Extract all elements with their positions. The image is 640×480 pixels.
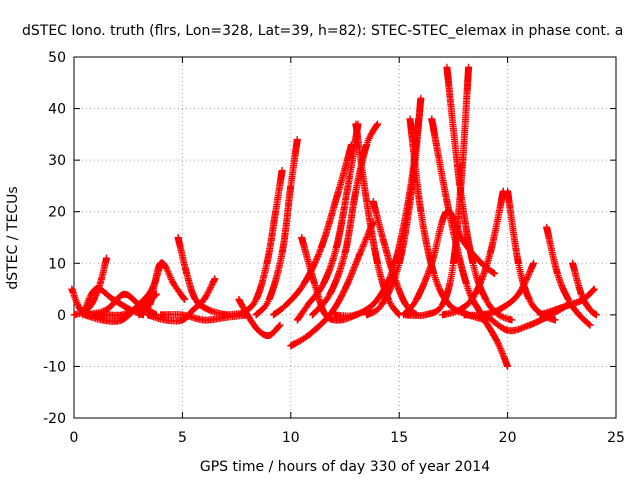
series-markers [569,259,600,319]
series-markers [543,223,594,329]
series-markers [252,136,301,319]
x-tick-label: 15 [390,430,408,446]
x-tick-label: 0 [70,430,79,446]
series-pass-34 [569,259,600,319]
y-tick-label: 10 [48,256,66,272]
x-tick-label: 25 [607,430,625,446]
series-markers [439,187,507,319]
x-tick-label: 20 [499,430,517,446]
y-tick-label: 30 [48,153,66,169]
series-pass-28 [439,187,507,319]
y-tick-label: -10 [43,359,66,375]
y-axis-label: dSTEC / TECUs [5,186,21,289]
series-markers [135,259,189,319]
y-tick-label: 40 [48,102,66,118]
y-tick-label: 50 [48,50,66,66]
chart-title: dSTEC Iono. truth (flrs, Lon=328, Lat=39… [22,23,623,39]
series-pass-12 [222,167,286,319]
series-pass-08 [174,234,230,319]
series-markers [222,167,286,319]
series-pass-27 [443,63,516,324]
series-pass-07 [135,259,189,319]
series-markers [174,234,230,319]
series-pass-32 [543,223,594,329]
x-axis-label: GPS time / hours of day 330 of year 2014 [200,459,490,475]
x-tick-label: 5 [178,430,187,446]
x-tick-label: 10 [282,430,300,446]
y-tick-label: 20 [48,205,66,221]
axis-ticks [73,56,617,419]
tick-labels: 0 5 10 15 20 25 -20 -10 0 10 20 30 40 50 [43,50,625,446]
series-pass-13 [252,136,301,319]
series-markers [443,63,516,324]
data-points-layer [68,63,600,370]
y-tick-label: -20 [43,411,66,427]
plot-border [73,56,617,419]
y-tick-label: 0 [57,308,66,324]
